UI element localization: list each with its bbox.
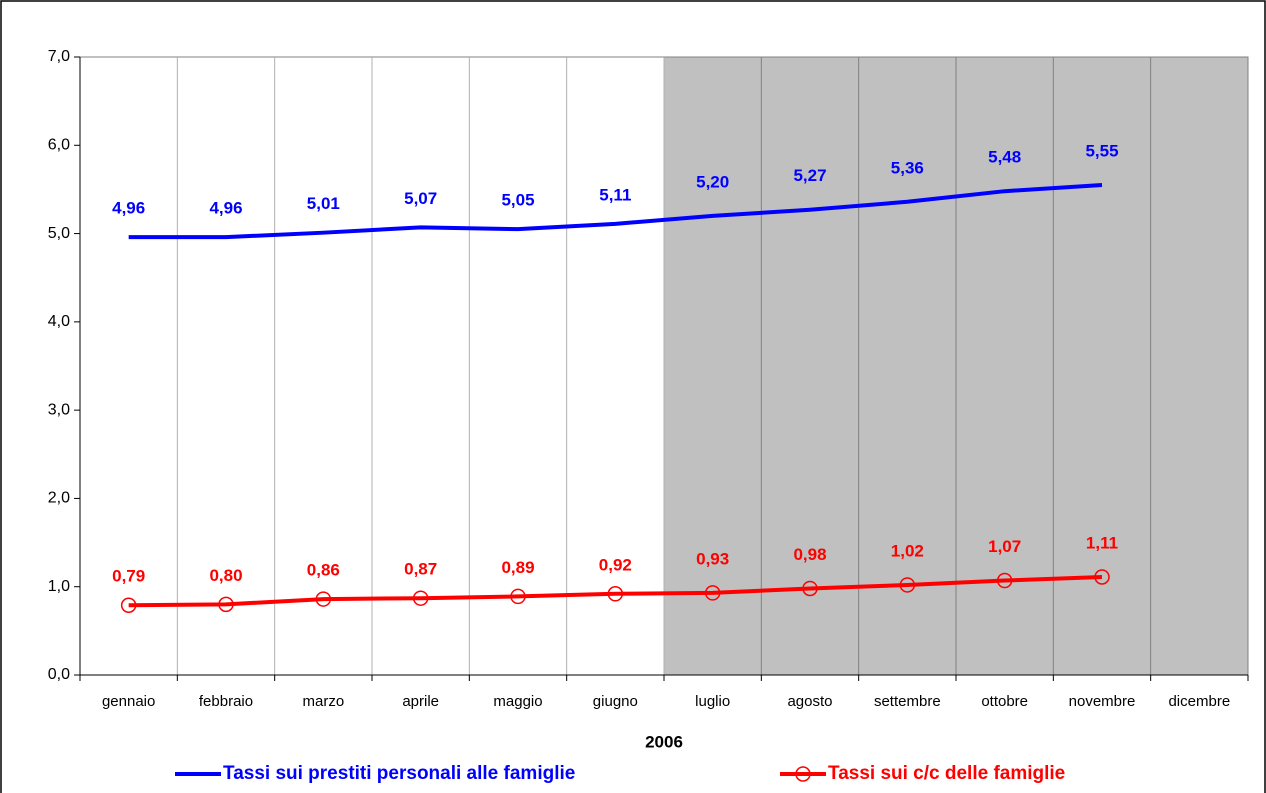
x-tick-label: ottobre bbox=[981, 693, 1028, 710]
data-label: 0,80 bbox=[209, 566, 242, 585]
x-tick-label: marzo bbox=[302, 693, 344, 710]
legend-label: Tassi sui prestiti personali alle famigl… bbox=[223, 763, 575, 784]
x-tick-label: febbraio bbox=[199, 693, 253, 710]
data-label: 5,55 bbox=[1085, 141, 1118, 160]
data-label: 0,98 bbox=[793, 545, 826, 564]
data-label: 0,87 bbox=[404, 560, 437, 579]
data-label: 5,11 bbox=[599, 185, 631, 204]
data-label: 4,96 bbox=[112, 199, 145, 218]
y-tick-label: 5,0 bbox=[48, 225, 70, 242]
data-label: 0,93 bbox=[696, 549, 729, 568]
y-tick-label: 7,0 bbox=[48, 48, 70, 65]
data-label: 0,79 bbox=[112, 567, 145, 586]
point-marker bbox=[412, 590, 429, 606]
point-marker bbox=[218, 596, 234, 613]
series-line bbox=[128, 183, 1103, 240]
point-marker bbox=[802, 580, 818, 597]
y-tick-label: 3,0 bbox=[48, 401, 70, 418]
y-tick-label: 2,0 bbox=[48, 490, 70, 507]
point-marker bbox=[510, 588, 526, 605]
data-label: 4,96 bbox=[209, 199, 242, 218]
x-tick-label: aprile bbox=[402, 693, 439, 710]
data-label: 5,48 bbox=[988, 148, 1021, 167]
y-tick-label: 1,0 bbox=[48, 578, 70, 595]
x-tick-label: novembre bbox=[1069, 693, 1136, 710]
data-label: 5,36 bbox=[891, 158, 924, 177]
y-tick-label: 0,0 bbox=[48, 666, 70, 683]
x-tick-label: settembre bbox=[874, 693, 941, 710]
data-label: 0,86 bbox=[307, 561, 340, 580]
x-tick-label: dicembre bbox=[1168, 693, 1230, 710]
x-axis-label: 2006 bbox=[645, 732, 683, 751]
data-label: 5,07 bbox=[404, 189, 437, 208]
x-tick-label: gennaio bbox=[102, 693, 155, 710]
legend-marker bbox=[795, 766, 811, 782]
point-marker bbox=[704, 585, 721, 601]
data-label: 5,27 bbox=[793, 166, 826, 185]
point-marker bbox=[120, 597, 137, 614]
data-label: 5,01 bbox=[307, 194, 340, 213]
series-line bbox=[128, 575, 1103, 608]
x-tick-label: luglio bbox=[695, 693, 730, 710]
point-marker bbox=[315, 591, 332, 607]
point-marker bbox=[899, 577, 916, 593]
y-tick-label: 4,0 bbox=[48, 313, 70, 330]
data-label: 5,20 bbox=[696, 172, 729, 191]
y-tick-label: 6,0 bbox=[48, 137, 70, 154]
data-label: 1,02 bbox=[891, 541, 924, 560]
data-label: 5,05 bbox=[501, 191, 534, 210]
point-marker bbox=[607, 586, 624, 602]
x-tick-label: agosto bbox=[787, 693, 832, 710]
legend-label: Tassi sui c/c delle famiglie bbox=[828, 763, 1065, 784]
point-marker bbox=[1094, 569, 1110, 585]
data-label: 1,07 bbox=[988, 537, 1021, 556]
x-tick-label: giugno bbox=[593, 693, 638, 710]
data-label: 0,89 bbox=[501, 558, 534, 577]
x-tick-label: maggio bbox=[493, 693, 542, 710]
data-label: 1,11 bbox=[1086, 533, 1118, 552]
data-label: 0,92 bbox=[599, 555, 632, 574]
point-marker bbox=[996, 572, 1013, 589]
